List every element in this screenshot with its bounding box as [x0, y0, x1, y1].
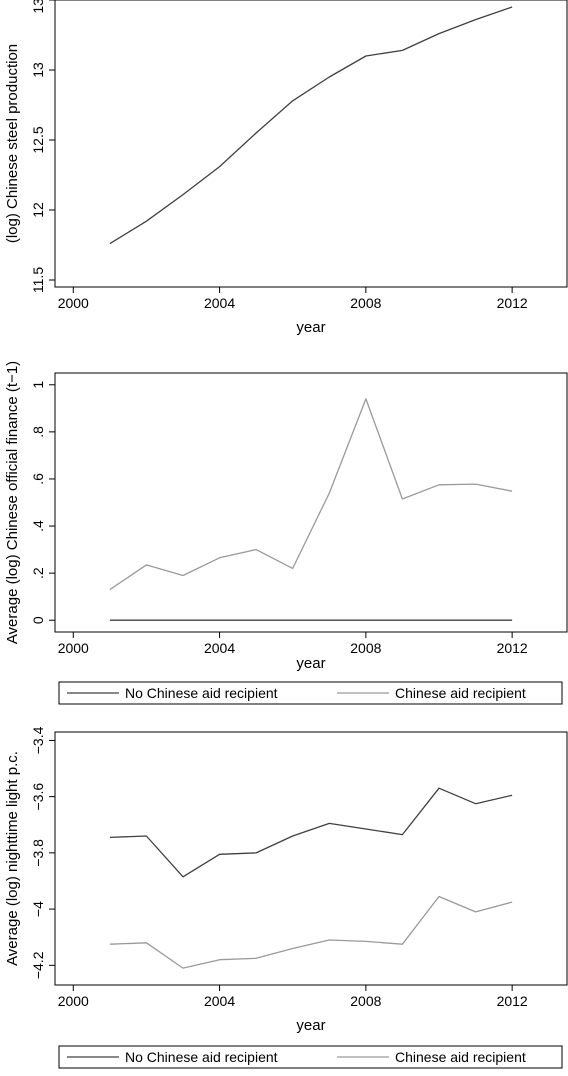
- y-axis-label: Average (log) Chinese official finance (…: [4, 361, 21, 644]
- y-tick-label: 0: [30, 616, 46, 624]
- y-tick-label: −4.2: [30, 951, 46, 979]
- x-tick-label: 2004: [204, 640, 235, 656]
- legend-label-2: Chinese aid recipient: [395, 685, 526, 701]
- x-tick-label: 2000: [58, 993, 89, 1009]
- x-axis-label: year: [296, 655, 325, 672]
- series-line-2: [109, 398, 513, 591]
- y-tick-label: 13.5: [30, 0, 46, 14]
- plot-frame: [54, 0, 568, 288]
- y-tick-label: .2: [30, 567, 46, 579]
- y-tick-label: 13: [30, 62, 46, 78]
- y-tick-label: .8: [30, 426, 46, 438]
- x-tick-label: 2000: [58, 640, 89, 656]
- series-line-1: [109, 6, 513, 245]
- x-tick-label: 2000: [58, 295, 89, 311]
- x-tick-label: 2008: [350, 295, 381, 311]
- legend: No Chinese aid recipient Chinese aid reci…: [58, 681, 563, 705]
- chart-panel-1: 2000 2004 2008 2012 11.5 12 12.5 13 13.5 year (log…: [4, 0, 568, 336]
- x-tick-label: 2008: [350, 640, 381, 656]
- legend-box: [58, 1045, 563, 1069]
- y-tick-label: 11.5: [30, 267, 46, 293]
- x-tick-label: 2012: [497, 295, 528, 311]
- y-axis-label: (log) Chinese steel production: [4, 44, 21, 243]
- x-axis-label: year: [296, 1017, 325, 1034]
- y-axis-label: Average (log) nighttime light p.c.: [4, 751, 21, 966]
- x-tick-label: 2004: [204, 295, 235, 311]
- series-line-1: [109, 787, 513, 878]
- legend-label-1: No Chinese aid recipient: [125, 1049, 278, 1065]
- x-axis-label: year: [296, 319, 325, 336]
- legend-label-2: Chinese aid recipient: [395, 1049, 526, 1065]
- legend: No Chinese aid recipient Chinese aid reci…: [58, 1045, 563, 1069]
- y-tick-label: .6: [30, 473, 46, 485]
- plot-frame: [54, 731, 568, 986]
- plot-frame: [54, 372, 568, 633]
- chart-panel-2: 2000 2004 2008 2012 0 .2 .4 .6 .8 1 year Average (l…: [4, 361, 568, 705]
- x-tick-label: 2012: [497, 640, 528, 656]
- y-tick-label: −3.4: [30, 726, 46, 754]
- series-line-2: [109, 895, 513, 969]
- y-tick-label: −3.8: [30, 839, 46, 867]
- y-tick-label: −4: [30, 901, 46, 917]
- y-tick-label: .4: [30, 520, 46, 532]
- x-tick-label: 2008: [350, 993, 381, 1009]
- y-tick-label: 12.5: [30, 126, 46, 153]
- chart-panel-3: 2000 2004 2008 2012 −4.2 −4 −3.8 −3.6 −3.4 year Av…: [4, 726, 568, 1069]
- y-tick-label: 1: [30, 381, 46, 389]
- legend-label-1: No Chinese aid recipient: [125, 685, 278, 701]
- y-tick-label: −3.6: [30, 783, 46, 811]
- legend-box: [58, 681, 563, 705]
- x-tick-label: 2012: [497, 993, 528, 1009]
- y-tick-label: 12: [30, 202, 46, 218]
- x-tick-label: 2004: [204, 993, 235, 1009]
